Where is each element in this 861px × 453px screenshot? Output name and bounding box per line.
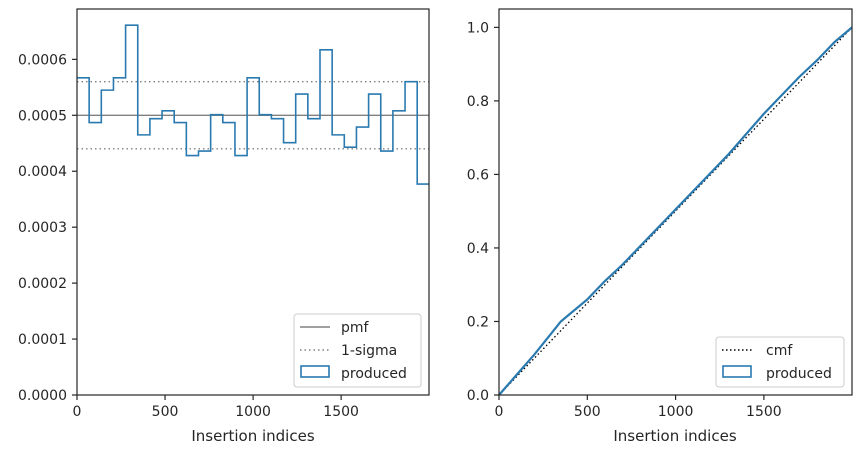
x-tick-label: 500 [152, 404, 179, 420]
y-tick-label: 0.8 [467, 94, 489, 110]
right-cmf-line [498, 26, 853, 396]
left-legend-1-sigma-label: 1-sigma [341, 343, 397, 359]
x-tick-label: 1000 [235, 404, 271, 420]
right-x-ticks: 0 500 1000 1500 [495, 395, 782, 420]
y-tick-label: 0.0000 [18, 388, 67, 404]
left-legend: pmf 1-sigma produced [293, 313, 422, 388]
y-tick-label: 0.0004 [18, 164, 67, 180]
left-legend-box [293, 313, 422, 388]
y-tick-label: 0.6 [467, 167, 489, 183]
right-legend: cmf produced [715, 336, 845, 388]
y-tick-label: 1.0 [467, 20, 489, 36]
left-reference-lines [77, 81, 429, 150]
right-legend-produced-label: produced [766, 366, 832, 382]
right-legend-produced-swatch [722, 365, 752, 378]
x-tick-label: 500 [574, 404, 601, 420]
x-tick-label: 0 [495, 404, 504, 420]
right-legend-box [715, 336, 845, 388]
y-tick-label: 0.0003 [18, 220, 67, 236]
y-tick-label: 0.0 [467, 388, 489, 404]
y-tick-label: 0.2 [467, 314, 489, 330]
x-tick-label: 1500 [323, 404, 359, 420]
right-y-ticks: 0.0 0.2 0.4 0.6 0.8 1.0 [467, 20, 499, 404]
x-tick-label: 1000 [658, 404, 694, 420]
left-chart-panel: 0 500 1000 1500 0.00000.00010.00020.00030.0… [18, 8, 430, 445]
y-tick-label: 0.0001 [18, 332, 67, 348]
x-tick-label: 1500 [746, 404, 782, 420]
x-tick-label: 0 [73, 404, 82, 420]
y-tick-label: 0.4 [467, 241, 489, 257]
left-legend-produced-swatch [300, 365, 330, 378]
right-x-axis-label: Insertion indices [613, 427, 736, 445]
left-x-axis-label: Insertion indices [191, 427, 314, 445]
y-tick-label: 0.0002 [18, 276, 67, 292]
left-legend-produced-label: produced [341, 366, 407, 382]
left-histogram-step-line [77, 24, 429, 185]
right-produced-line [498, 26, 853, 396]
right-chart-panel: 0 500 1000 1500 0.0 0.2 0.4 0.6 0.8 1.0 Insertio… [467, 8, 853, 445]
y-tick-label: 0.0005 [18, 108, 67, 124]
left-x-ticks: 0 500 1000 1500 [73, 395, 359, 420]
left-y-ticks: 0.0000 0.0001 0.0002 0.0003 0.0004 0.0005 0.00… [18, 52, 77, 404]
left-legend-pmf-label: pmf [341, 320, 370, 336]
right-legend-cmf-label: cmf [766, 343, 793, 359]
y-tick-label: 0.0006 [18, 52, 67, 68]
